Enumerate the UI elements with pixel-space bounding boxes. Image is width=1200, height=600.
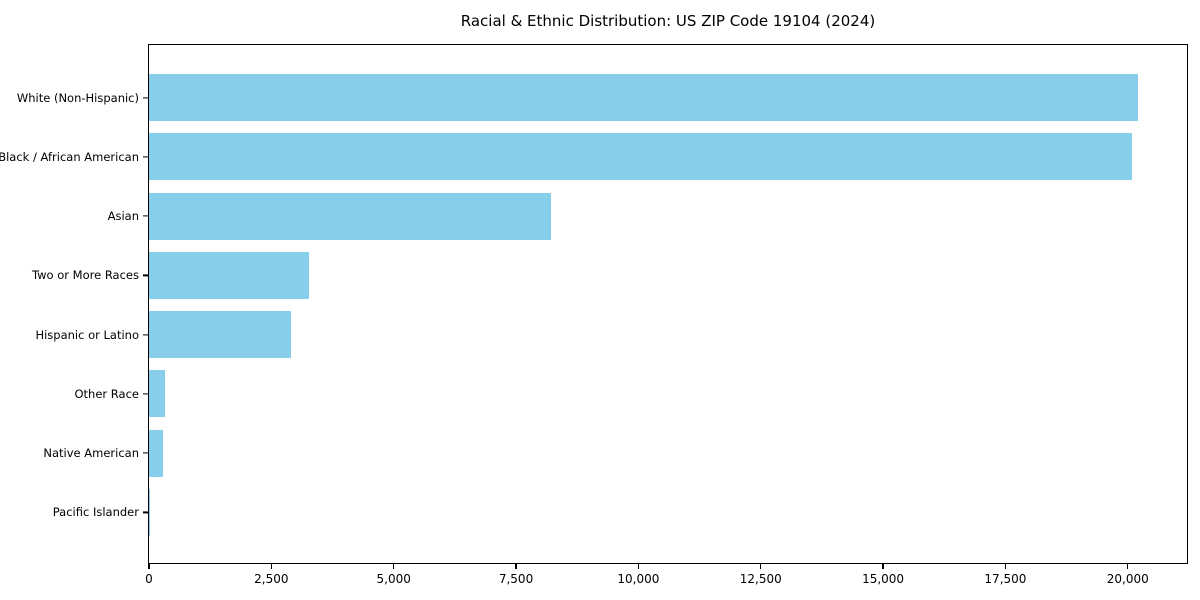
- x-tick-label: 17,500: [984, 572, 1027, 586]
- x-tick-label: 15,000: [862, 572, 905, 586]
- bar-asian: [149, 192, 551, 240]
- bar-other-race: [149, 370, 165, 418]
- bar-hispanic-or-latino: [149, 311, 291, 359]
- y-axis-category-label: Hispanic or Latino: [35, 327, 139, 342]
- y-axis-category-label: Two or More Races: [32, 268, 139, 283]
- x-tick-mark: [1004, 564, 1007, 569]
- bar-two-or-more-races: [149, 251, 310, 299]
- bar-row-black-african-american: Black / African American: [0, 127, 1187, 186]
- x-tick-label: 2,500: [254, 572, 289, 586]
- y-axis-category-label: Pacific Islander: [52, 505, 139, 520]
- chart-title: Racial & Ethnic Distribution: US ZIP Cod…: [460, 12, 876, 30]
- y-tick-mark: [143, 274, 148, 276]
- x-tick-mark: [148, 564, 150, 569]
- y-axis-category-label: White (Non-Hispanic): [16, 90, 139, 105]
- bar-pacific-islander: [149, 488, 150, 536]
- bar-row-hispanic-or-latino: Hispanic or Latino: [35, 305, 1187, 364]
- x-tick-label: 20,000: [1106, 572, 1149, 586]
- y-axis-category-label: Asian: [107, 209, 139, 224]
- x-tick-mark: [760, 564, 762, 569]
- y-tick-mark: [143, 97, 148, 99]
- y-axis-category-label: Other Race: [74, 386, 140, 401]
- y-tick-mark: [143, 334, 148, 336]
- y-tick-mark: [143, 215, 148, 217]
- x-tick-label: 7,500: [498, 572, 534, 586]
- bar-row-two-or-more-races: Two or More Races: [32, 246, 1187, 305]
- bar-row-native-american: Native American: [43, 424, 1187, 483]
- y-axis-category-label: Black / African American: [0, 149, 139, 164]
- y-tick-mark: [143, 393, 148, 395]
- plot-area: White (Non-Hispanic) Black / African Amer…: [0, 44, 1188, 586]
- x-tick-mark: [882, 564, 884, 569]
- bar-row-white-non-hispanic: White (Non-Hispanic): [17, 68, 1187, 127]
- x-tick-label: 12,500: [739, 572, 782, 586]
- bar-native-american: [149, 429, 163, 477]
- y-axis-category-label: Native American: [43, 446, 139, 461]
- x-axis-ticks-container: 0 2,500 5,000 7,500 10,000 12,500 15,000 17,500…: [145, 563, 1187, 597]
- x-tick-label: 5,000: [376, 572, 411, 586]
- bar-rows-container: White (Non-Hispanic) Black / African Amer…: [0, 45, 1187, 563]
- x-tick-label: 10,000: [617, 572, 660, 586]
- x-tick-mark: [270, 564, 272, 569]
- bar-row-asian: Asian: [108, 187, 1187, 246]
- x-tick-mark: [515, 564, 517, 569]
- bar-row-other-race: Other Race: [75, 364, 1187, 423]
- x-tick-mark: [393, 564, 395, 569]
- x-tick-label: 0: [145, 572, 153, 586]
- bar-black-african-american: [149, 133, 1132, 181]
- bar-white-non-hispanic: [149, 74, 1138, 122]
- y-tick-mark: [143, 452, 148, 454]
- y-tick-mark: [143, 156, 148, 158]
- y-tick-mark: [143, 511, 148, 513]
- x-tick-mark: [1127, 564, 1129, 569]
- x-tick-mark: [637, 564, 639, 569]
- bar-row-pacific-islander: Pacific Islander: [53, 483, 1187, 542]
